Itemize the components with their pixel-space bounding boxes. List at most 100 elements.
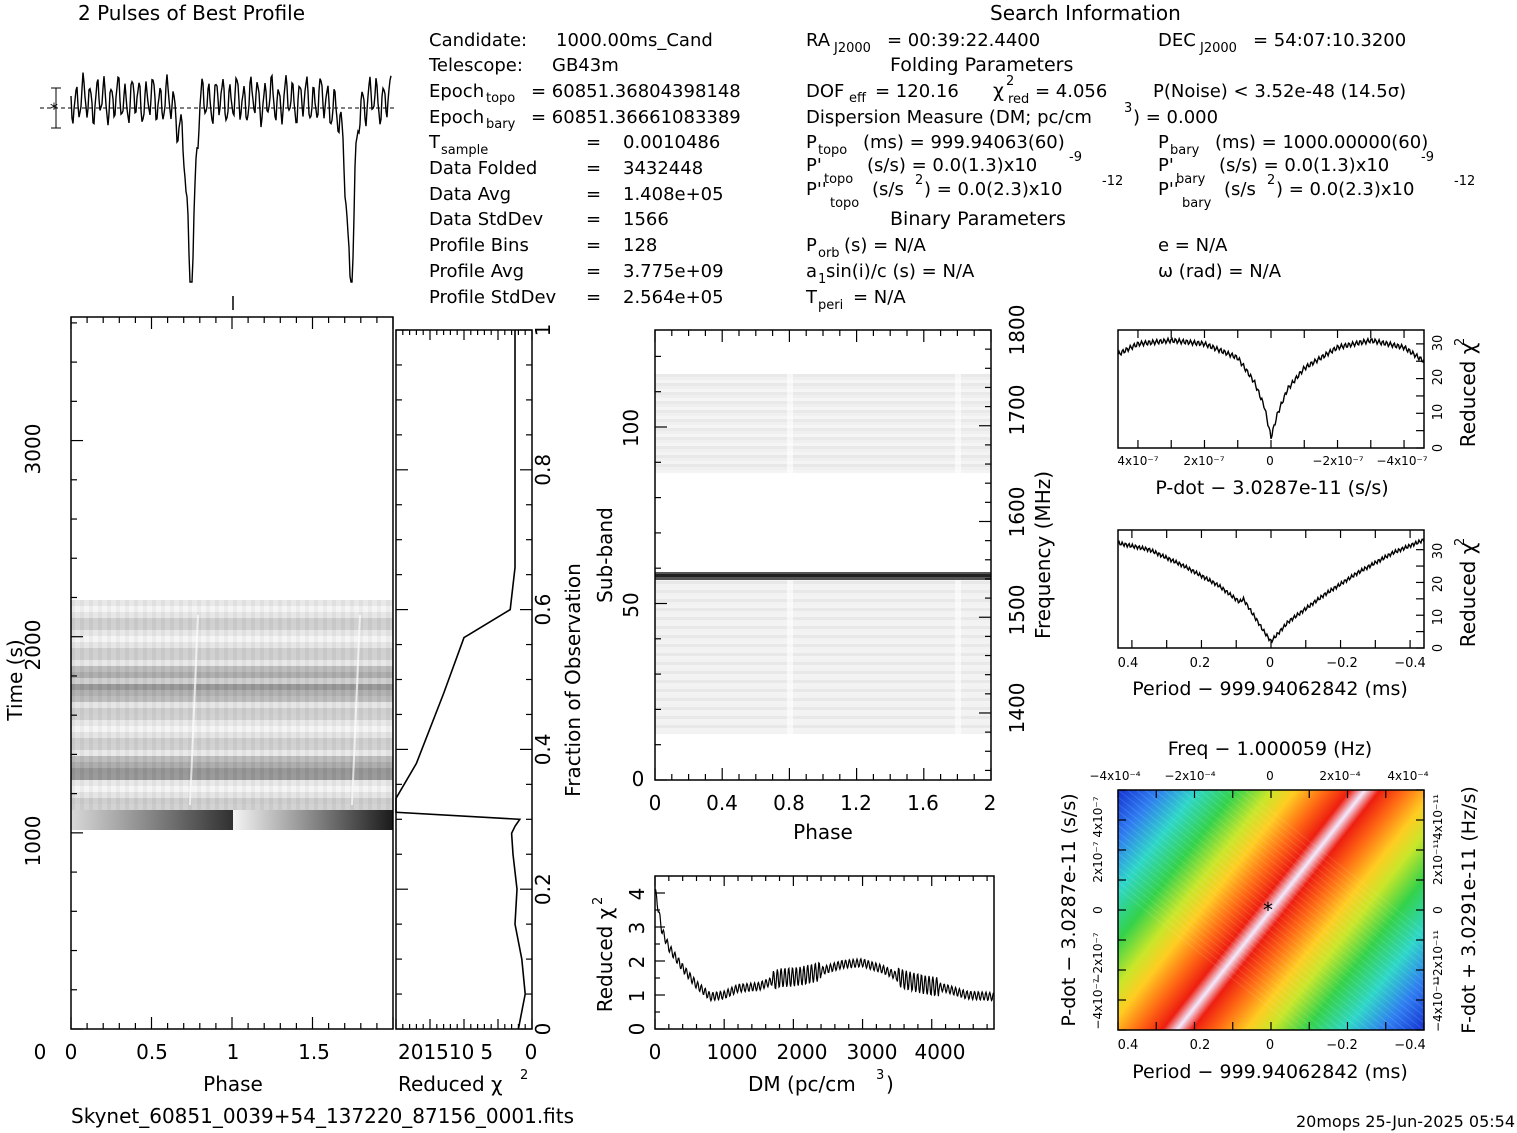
time-phase-cell <box>314 684 318 690</box>
time-phase-cell <box>323 714 327 720</box>
e-value: e = N/A <box>1158 235 1228 256</box>
time-phase-cell <box>161 762 165 768</box>
time-phase-cell <box>359 750 363 756</box>
porb-sub: orb <box>818 246 840 261</box>
pp-stripe <box>1234 789 1517 1012</box>
time-phase-cell <box>377 606 381 612</box>
time-phase-cell <box>287 774 291 780</box>
time-phase-cell <box>179 702 183 708</box>
dm-axis-sup: 3 <box>876 1068 884 1083</box>
time-phase-cell <box>179 660 183 666</box>
pdtopo-label: P' <box>806 155 822 176</box>
time-phase-cell <box>269 714 273 720</box>
time-phase-cell <box>377 726 381 732</box>
time-phase-cell <box>107 708 111 714</box>
time-phase-cell <box>359 636 363 642</box>
ppl-tick-2: 2x10⁻⁷ <box>1091 841 1105 882</box>
time-phase-cell <box>170 660 174 666</box>
cumulative-ticks <box>395 329 533 1030</box>
subband-row <box>655 626 991 629</box>
subband-row <box>655 668 991 671</box>
time-phase-cell <box>98 696 102 702</box>
time-phase-band <box>71 648 393 654</box>
time-phase-cell <box>377 804 381 810</box>
time-phase-cell <box>224 732 228 738</box>
pddtopo-sq: 2 <box>915 173 923 188</box>
time-phase-cell <box>233 708 237 714</box>
pp-stripe <box>1018 789 1326 1031</box>
time-phase-cell <box>323 762 327 768</box>
time-phase-cell <box>332 786 336 792</box>
time-phase-cell <box>206 678 210 684</box>
subband-row <box>655 446 991 449</box>
time-phase-cell <box>377 630 381 636</box>
eq-sign: = <box>586 287 601 308</box>
time-phase-cell <box>233 804 237 810</box>
time-phase-cell <box>287 792 291 798</box>
time-phase-cell <box>323 666 327 672</box>
tperi-label: T <box>805 287 818 308</box>
time-phase-cell <box>89 786 93 792</box>
time-phase-cell <box>71 690 75 696</box>
ppl-tick-4: −2x10⁻⁷ <box>1091 932 1105 983</box>
ppr-tick-1: −4x10⁻¹¹ <box>1431 976 1445 1032</box>
time-phase-cell <box>197 804 201 810</box>
time-phase-cell <box>152 774 156 780</box>
pp-stripe <box>1162 789 1470 1031</box>
time-phase-cell <box>314 666 318 672</box>
time-phase-cell <box>251 660 255 666</box>
time-phase-band <box>71 618 393 624</box>
time-phase-cell <box>260 798 264 804</box>
time-phase-cell <box>143 804 147 810</box>
time-phase-cell <box>197 798 201 804</box>
time-phase-cell <box>260 726 264 732</box>
pdot-frame <box>1117 329 1425 449</box>
time-phase-cell <box>341 726 345 732</box>
dm-axis-close: ) <box>886 1072 894 1096</box>
time-phase-cell <box>233 630 237 636</box>
time-phase-cell <box>188 750 192 756</box>
time-phase-cell <box>296 798 300 804</box>
rc2-axis-sup: 2 <box>1453 538 1468 546</box>
time-phase-cell <box>251 630 255 636</box>
time-phase-cell <box>80 798 84 804</box>
time-phase-cell <box>188 684 192 690</box>
time-phase-cell <box>170 690 174 696</box>
time-phase-cell <box>107 726 111 732</box>
time-phase-cell <box>116 732 120 738</box>
time-phase-cell <box>323 618 327 624</box>
time-phase-cell <box>260 750 264 756</box>
time-phase-cell <box>107 756 111 762</box>
time-phase-bands <box>71 600 393 810</box>
time-phase-cell <box>278 624 282 630</box>
subband-row <box>655 404 991 407</box>
time-phase-cell <box>206 786 210 792</box>
time-phase-cell <box>179 672 183 678</box>
time-phase-cell <box>107 696 111 702</box>
time-phase-cell <box>188 630 192 636</box>
time-phase-cell <box>116 786 120 792</box>
time-phase-cell <box>170 744 174 750</box>
time-phase-cell <box>215 630 219 636</box>
period-tick-4: −0.2 <box>1326 656 1358 671</box>
time-phase-cell <box>125 612 129 618</box>
time-phase-cell <box>170 708 174 714</box>
time-phase-cell <box>215 720 219 726</box>
time-phase-cell <box>332 654 336 660</box>
subband-row <box>655 392 991 395</box>
time-phase-cell <box>278 660 282 666</box>
time-phase-cell <box>260 756 264 762</box>
time-phase-cell <box>71 672 75 678</box>
time-phase-cell <box>323 636 327 642</box>
streak-2 <box>351 614 361 806</box>
time-phase-cell <box>152 696 156 702</box>
candidate-label: Candidate: <box>429 30 527 51</box>
subband-row <box>655 581 991 584</box>
time-phase-cell <box>80 750 84 756</box>
time-phase-cell <box>260 744 264 750</box>
time-phase-band <box>71 678 393 684</box>
time-phase-cell <box>296 696 300 702</box>
time-phase-cell <box>152 708 156 714</box>
time-phase-cell <box>251 762 255 768</box>
time-phase-cell <box>314 600 318 606</box>
